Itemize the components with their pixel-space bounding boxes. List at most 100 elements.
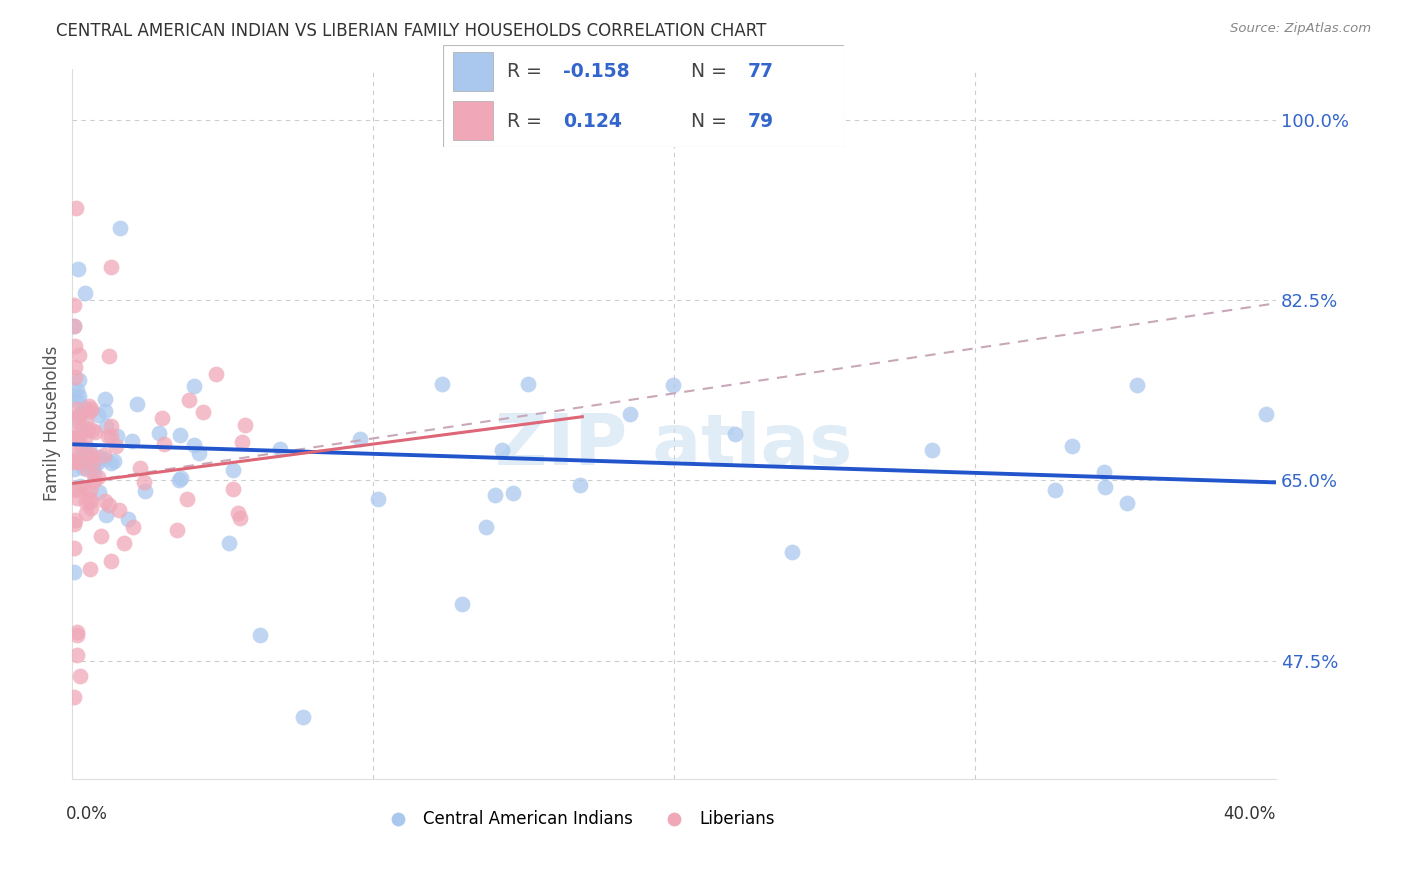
Point — [87, 485, 110, 500]
Point — [75, 457, 97, 471]
Point — [63, 431, 86, 445]
Point — [79, 447, 101, 461]
Point — [117, 512, 139, 526]
Point — [77, 452, 100, 467]
Point — [73, 431, 96, 445]
Point — [79, 401, 101, 416]
Point — [87, 450, 110, 465]
Point — [1126, 378, 1149, 392]
Point — [187, 446, 209, 460]
Point — [619, 407, 641, 421]
Point — [103, 454, 125, 468]
Point — [491, 443, 513, 458]
Point — [96, 508, 118, 523]
Point — [125, 397, 148, 411]
Text: 40.0%: 40.0% — [1223, 805, 1277, 822]
Point — [94, 392, 117, 406]
Point — [75, 421, 97, 435]
Point — [100, 428, 122, 442]
Point — [134, 484, 156, 499]
Text: CENTRAL AMERICAN INDIAN VS LIBERIAN FAMILY HOUSEHOLDS CORRELATION CHART: CENTRAL AMERICAN INDIAN VS LIBERIAN FAMI… — [56, 22, 766, 40]
Point — [62, 566, 84, 580]
Point — [69, 669, 91, 683]
Point — [1094, 480, 1116, 494]
Point — [108, 221, 131, 235]
Point — [69, 373, 91, 387]
Y-axis label: Family Households: Family Households — [44, 346, 60, 501]
Point — [94, 404, 117, 418]
Point — [183, 379, 205, 393]
Point — [170, 471, 193, 485]
Point — [129, 461, 152, 475]
Point — [63, 339, 86, 353]
Point — [167, 473, 190, 487]
Point — [80, 501, 103, 516]
Point — [62, 541, 84, 555]
Point — [79, 495, 101, 509]
Point — [222, 483, 245, 497]
Point — [62, 454, 84, 468]
Point — [94, 494, 117, 508]
Point — [112, 536, 135, 550]
Point — [67, 347, 90, 361]
Point — [79, 483, 101, 497]
Point — [67, 455, 90, 469]
Point — [75, 506, 97, 520]
Point — [63, 690, 86, 704]
Point — [63, 388, 86, 402]
Point — [100, 260, 122, 274]
Point — [218, 536, 240, 550]
Point — [66, 491, 89, 506]
Point — [921, 442, 943, 457]
Point — [269, 442, 291, 457]
Point — [86, 456, 108, 470]
Point — [67, 450, 90, 465]
Point — [75, 414, 97, 428]
Point — [1092, 466, 1115, 480]
Point — [75, 286, 97, 301]
Point — [79, 403, 101, 417]
Point — [104, 440, 127, 454]
Point — [82, 459, 104, 474]
Point — [134, 475, 156, 489]
Point — [65, 411, 87, 425]
Point — [79, 562, 101, 576]
Point — [63, 513, 86, 527]
Text: -0.158: -0.158 — [562, 62, 630, 81]
Point — [63, 370, 86, 384]
Point — [66, 432, 89, 446]
Point — [65, 624, 87, 639]
Point — [367, 492, 389, 507]
Point — [93, 452, 115, 467]
Point — [66, 384, 89, 398]
Point — [432, 377, 454, 392]
Point — [66, 628, 89, 642]
Legend: Central American Indians, Liberians: Central American Indians, Liberians — [374, 803, 782, 835]
Point — [502, 486, 524, 500]
Point — [93, 448, 115, 462]
Point — [62, 453, 84, 467]
Point — [82, 461, 104, 475]
Point — [62, 318, 84, 333]
Point — [1045, 483, 1067, 498]
Point — [80, 449, 103, 463]
Point — [63, 431, 86, 445]
Point — [76, 461, 98, 475]
Point — [82, 456, 104, 470]
Point — [169, 428, 191, 442]
Point — [65, 447, 87, 461]
Point — [233, 417, 256, 432]
Point — [73, 401, 96, 415]
Point — [66, 394, 89, 409]
Point — [662, 378, 685, 392]
Point — [73, 481, 96, 495]
Point — [62, 318, 84, 333]
Point — [87, 408, 110, 422]
Point — [166, 523, 188, 537]
Point — [63, 482, 86, 496]
Point — [97, 429, 120, 443]
Point — [176, 491, 198, 506]
Point — [1062, 439, 1084, 453]
Point — [152, 437, 174, 451]
Point — [450, 597, 472, 611]
